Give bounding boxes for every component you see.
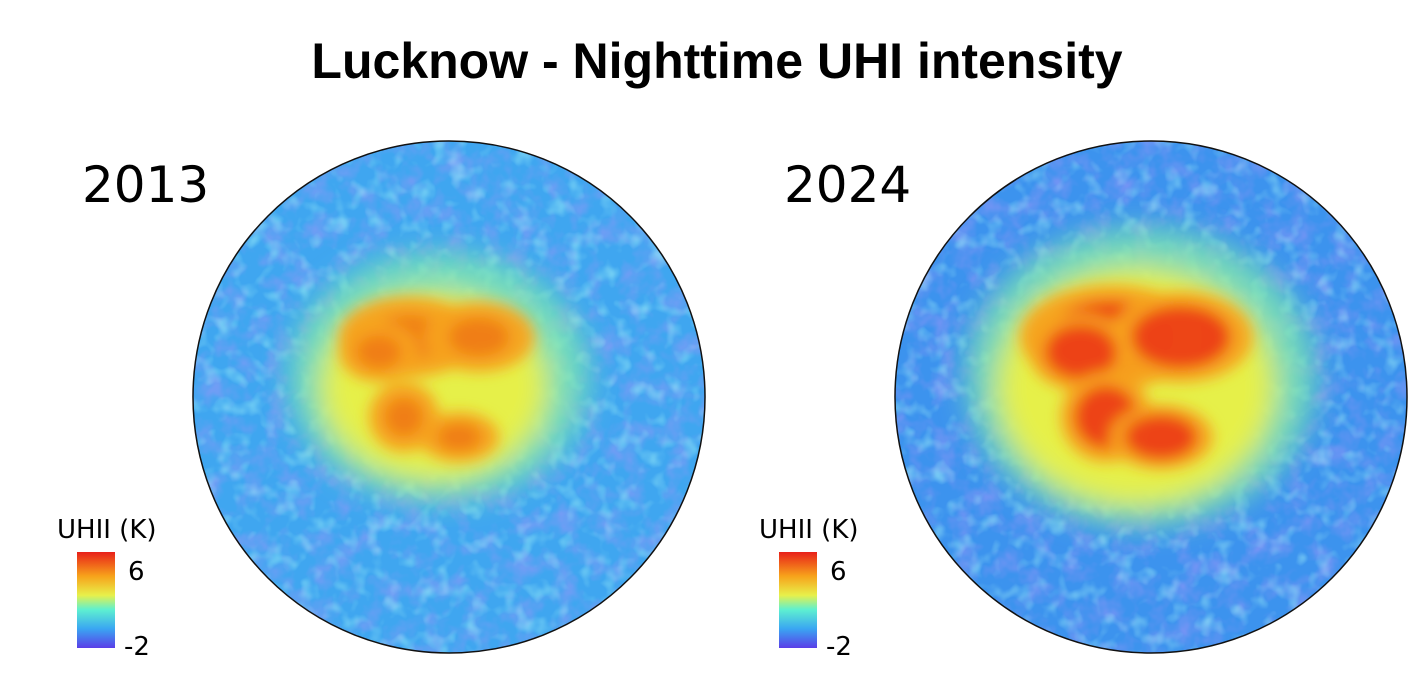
heat-map [193,141,705,653]
map-outline [192,140,706,654]
hot-core [357,335,401,369]
hot-core [384,397,424,437]
hot-core [437,423,481,451]
hot-core [1125,414,1197,460]
legend-colorbar [77,552,115,648]
legend-title: UHII (K) [759,515,859,545]
hot-core [1131,305,1231,369]
legend-max: 6 [128,557,145,587]
legend-min: -2 [826,632,852,662]
map-outline [894,140,1408,654]
warm-area [289,252,589,502]
hot-core [448,317,510,357]
panel-year: 2013 [82,156,209,214]
heat-map [895,141,1407,653]
legend-title: UHII (K) [57,515,157,545]
panel-year: 2024 [784,156,911,214]
legend-colorbar [779,552,817,648]
hot-area [339,297,534,462]
hot-area [1020,285,1253,470]
legend-max: 6 [830,557,847,587]
hot-core [1045,325,1117,379]
figure-title: Lucknow - Nighttime UHI intensity [311,33,1122,89]
legend-min: -2 [124,632,150,662]
